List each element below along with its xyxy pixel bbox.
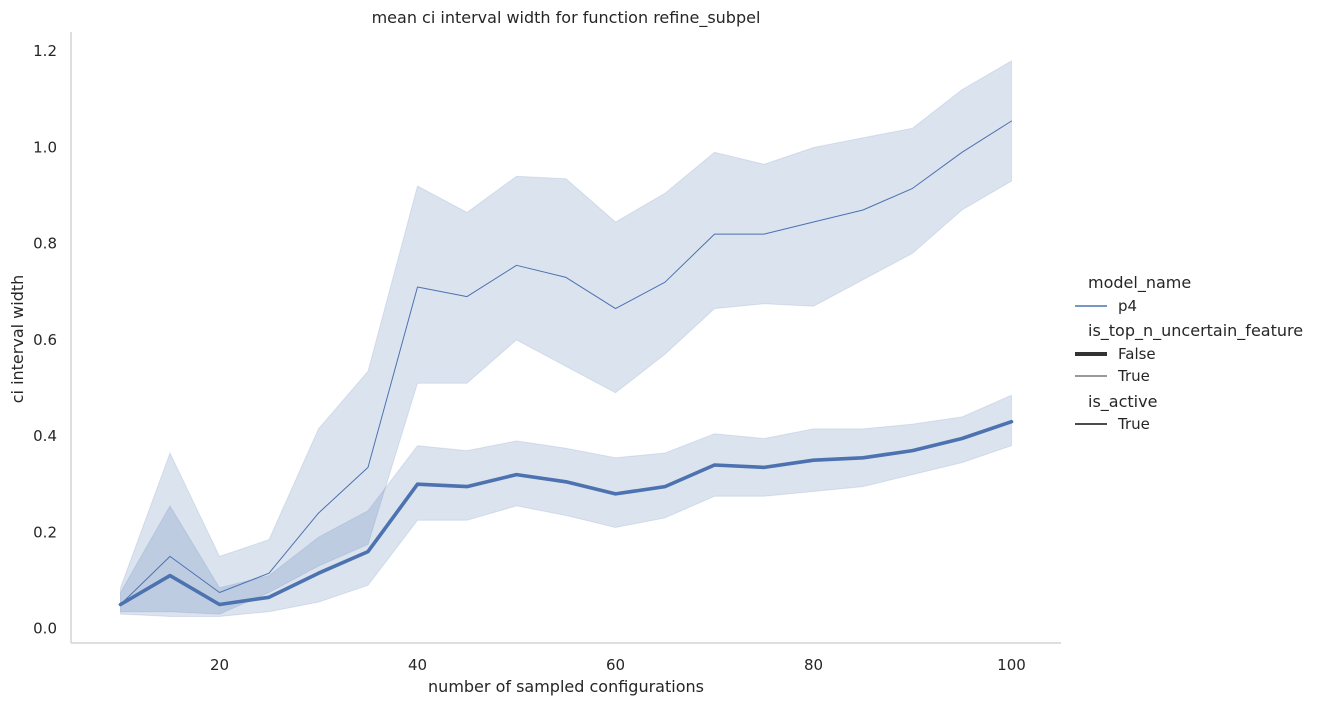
series-lines	[118, 120, 1014, 607]
legend-label-is-active-true: True	[1117, 415, 1150, 433]
legend-label-p4: p4	[1118, 297, 1137, 315]
series-line-false	[118, 419, 1014, 607]
ci-bands	[120, 60, 1012, 617]
x-tick-label: 60	[606, 656, 625, 674]
y-tick-label: 0.0	[33, 620, 57, 638]
series-line-true	[120, 120, 1012, 605]
y-tick-label: 0.6	[33, 331, 57, 349]
x-tick-label: 80	[804, 656, 823, 674]
ci-band-false	[120, 394, 1012, 617]
legend: model_name p4 is_top_n_uncertain_feature…	[1075, 273, 1303, 433]
legend-title-is-top-n-uncertain-feature: is_top_n_uncertain_feature	[1088, 321, 1303, 341]
x-tick-label: 40	[408, 656, 427, 674]
y-tick-label: 1.2	[33, 42, 57, 60]
y-tick-label: 0.8	[33, 235, 57, 253]
legend-title-is-active: is_active	[1088, 392, 1157, 412]
legend-label-true: True	[1117, 367, 1150, 385]
axes	[70, 32, 1061, 644]
legend-title-model-name: model_name	[1088, 273, 1191, 293]
y-tick-label: 0.2	[33, 523, 57, 541]
x-tick-label: 20	[210, 656, 229, 674]
chart-title: mean ci interval width for function refi…	[372, 8, 761, 28]
x-tick-label: 100	[997, 656, 1026, 674]
ticks: 20 40 60 80 100 0.0 0.2 0.4 0.6 0.8 1.0 1.2	[33, 42, 1026, 674]
y-axis-label: ci interval width	[8, 275, 27, 404]
x-axis-label: number of sampled configurations	[428, 677, 704, 696]
y-tick-label: 1.0	[33, 139, 57, 157]
legend-label-false: False	[1118, 345, 1156, 363]
y-tick-label: 0.4	[33, 427, 57, 445]
ci-band-true	[120, 60, 1012, 615]
